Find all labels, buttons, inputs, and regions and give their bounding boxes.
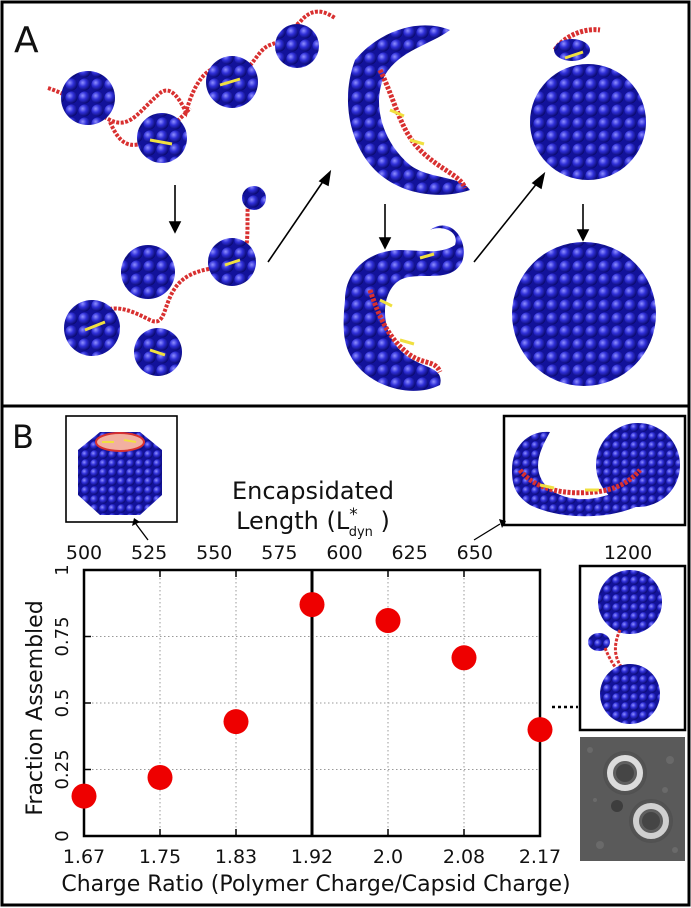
capsid-cluster xyxy=(275,24,319,68)
top-tick-label: 1200 xyxy=(604,542,652,564)
inset-complete-capsid xyxy=(65,415,178,541)
y-tick-label: 0.75 xyxy=(52,616,73,656)
top-tick-label: 575 xyxy=(261,542,297,564)
panel-a-label: A xyxy=(14,20,39,61)
panel-b-frame xyxy=(0,404,691,907)
top-tick-label: 625 xyxy=(392,542,428,564)
top-tick-label: 500 xyxy=(66,542,102,564)
capsid-cluster xyxy=(137,113,187,163)
top-tick-label: 650 xyxy=(457,542,493,564)
partial-shell xyxy=(347,25,470,195)
partial-shell xyxy=(343,225,464,391)
x-tick-label: 2.0 xyxy=(373,846,403,868)
svg-text:Length (L*dyn ): Length (L* dyn ) xyxy=(236,505,390,540)
inset-micrograph xyxy=(580,737,685,861)
y-tick-label: 0.25 xyxy=(52,749,73,789)
x-tick-label: 1.92 xyxy=(291,846,333,868)
inset-two-capsids xyxy=(552,564,687,732)
panel-b-label: B xyxy=(12,418,34,456)
polymer-strand-2 xyxy=(88,189,252,324)
data-point xyxy=(451,645,477,671)
y-axis-label: Fraction Assembled xyxy=(23,600,48,815)
capsid-cluster xyxy=(242,186,266,210)
assembly-snapshots xyxy=(47,9,656,391)
y-tick-label: 1 xyxy=(52,564,73,575)
y-tick-label: 0.5 xyxy=(52,689,73,718)
x-axis-label: Charge Ratio (Polymer Charge/Capsid Char… xyxy=(61,872,570,897)
y-tick-label: 0 xyxy=(52,830,73,841)
data-point xyxy=(375,608,401,634)
top-tick-label: 525 xyxy=(131,542,167,564)
top-tick-label: 550 xyxy=(196,542,232,564)
data-point xyxy=(71,783,97,809)
top-tick-label: 600 xyxy=(326,542,362,564)
scatter-plot: 0 0.25 0.5 0.75 1 1.67 1.75 1.83 1.92 2.0 2.08 2.1… xyxy=(52,564,561,868)
assembly-arrows xyxy=(168,169,590,263)
x-tick-label: 2.08 xyxy=(443,846,485,868)
capsid-shell xyxy=(512,242,656,386)
data-point xyxy=(223,709,249,735)
inset-partial-capsid xyxy=(473,414,687,541)
capsid-cluster xyxy=(121,245,175,299)
x-tick-label: 1.75 xyxy=(139,846,181,868)
top-axis-title: Encapsidated Length (L* dyn ) xyxy=(232,477,394,540)
data-point xyxy=(147,764,173,790)
y-axis-ticks: 0 0.25 0.5 0.75 1 xyxy=(52,564,91,842)
data-point xyxy=(299,592,325,618)
data-points xyxy=(71,592,553,809)
capsid-cluster xyxy=(61,71,115,125)
x-tick-label: 2.17 xyxy=(519,846,561,868)
data-point xyxy=(527,717,553,743)
top-axis-ticks: 500 525 550 575 600 625 650 1200 xyxy=(66,542,652,564)
svg-text:Encapsidated: Encapsidated xyxy=(232,477,394,505)
x-tick-label: 1.67 xyxy=(63,846,105,868)
capsid-shell xyxy=(530,64,646,180)
x-axis-ticks: 1.67 1.75 1.83 1.92 2.0 2.08 2.17 xyxy=(63,570,561,868)
x-tick-label: 1.83 xyxy=(215,846,257,868)
